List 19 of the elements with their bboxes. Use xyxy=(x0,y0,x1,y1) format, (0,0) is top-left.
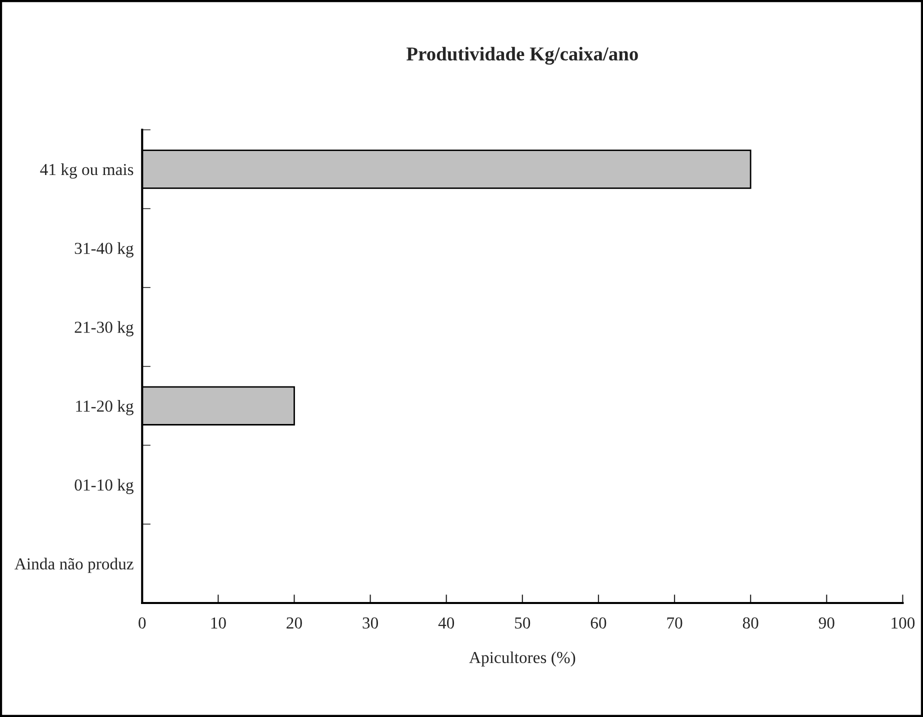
y-tick-label: Ainda não produz xyxy=(14,558,134,573)
chart-title: Produtividade Kg/caixa/ano xyxy=(406,46,638,65)
y-tick-label: 21-30 kg xyxy=(74,321,134,336)
x-tick-label: 0 xyxy=(138,617,146,629)
x-tick-label: 70 xyxy=(667,617,682,629)
x-tick-label: 100 xyxy=(892,617,915,629)
y-tick-label: 01-10 kg xyxy=(74,478,134,494)
x-axis-title: Apicultores (%) xyxy=(469,651,576,667)
y-tick-label: 31-40 kg xyxy=(74,242,134,258)
y-tick-label: 41 kg ou mais xyxy=(40,163,134,179)
x-tick-label: 50 xyxy=(515,617,530,629)
x-tick-label: 10 xyxy=(211,617,226,629)
x-tick-label: 40 xyxy=(438,617,454,629)
x-tick-label: 90 xyxy=(818,617,834,629)
x-tick-label: 60 xyxy=(590,617,606,629)
x-tick-label: 80 xyxy=(742,617,758,629)
y-tick-label: 11-20 kg xyxy=(76,400,134,416)
x-tick-label: 30 xyxy=(362,617,378,629)
x-tick-label: 20 xyxy=(286,617,302,629)
